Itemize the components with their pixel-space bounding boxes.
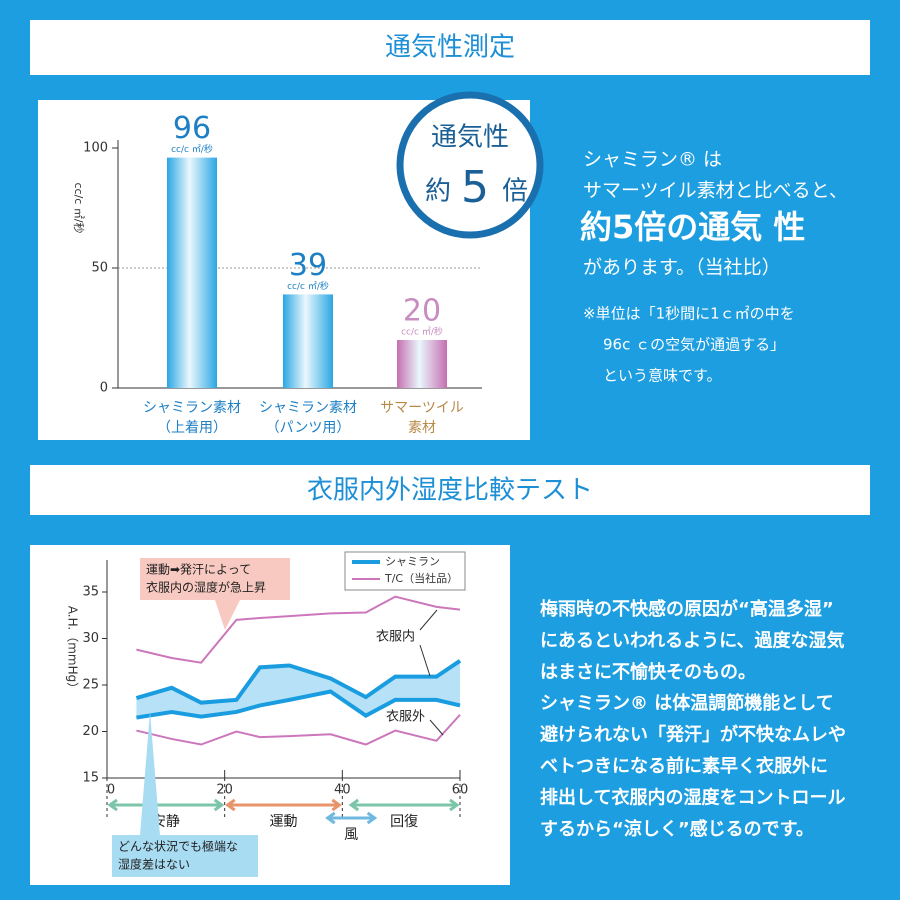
callout-box <box>112 835 258 877</box>
series-line <box>136 595 461 664</box>
y-tick-label: 100 <box>83 141 108 156</box>
x-tick-label: シャミラン素材 <box>143 400 241 416</box>
phase-arrow <box>325 811 378 825</box>
y-axis-label: cc/c ㎡/秒 <box>72 182 86 233</box>
description-text: シャミラン® は体温調節機能として <box>540 692 834 714</box>
bar <box>397 340 447 388</box>
x-tick-label: 40 <box>334 783 351 798</box>
note-text: ※単位は「1秒間に1ｃ㎡の中を <box>583 305 795 323</box>
heading-band <box>30 465 870 515</box>
callout-box <box>140 558 290 600</box>
x-tick-label: （パンツ用） <box>266 420 351 436</box>
x-tick-label: シャミラン素材 <box>259 400 357 416</box>
unit-label: cc/c ㎡/秒 <box>171 143 213 155</box>
phase-arrow <box>107 798 225 812</box>
note-text: という意味です。 <box>603 367 722 385</box>
phase-label: 回復 <box>390 813 418 830</box>
panel <box>30 545 510 885</box>
heading: 衣服内外湿度比較テスト <box>307 476 593 506</box>
callout-text: どんな状況でも極端な <box>118 839 238 854</box>
heading-band <box>30 20 870 75</box>
badge-text: 倍 <box>502 177 528 207</box>
y-tick-label: 30 <box>82 631 99 646</box>
y-tick-label: 20 <box>82 724 99 739</box>
series-line <box>136 689 461 720</box>
x-tick-label: 60 <box>452 783 469 798</box>
region-label: 衣服外 <box>386 709 425 725</box>
legend-label: シャミラン <box>385 555 440 568</box>
legend-label: T/C（当社品） <box>384 571 458 585</box>
x-tick-label: 20 <box>216 783 233 798</box>
bar <box>283 294 333 388</box>
y-tick-label: 50 <box>91 261 108 276</box>
y-tick-label: 0 <box>100 381 108 396</box>
note-text: 96c ｃの空気が通過する」 <box>603 336 785 354</box>
x-tick-label: サマーツイル <box>380 400 464 416</box>
description-text: 梅雨時の不快感の原因が“高温多湿” <box>540 598 834 620</box>
bar <box>167 157 217 388</box>
badge-text: 通気性 <box>431 123 509 153</box>
description-text: ベトつきになる前に素早く衣服外に <box>540 755 828 777</box>
description-text: はまさに不愉快そのもの。 <box>540 661 756 683</box>
intro-text: があります。（当社比） <box>583 257 781 279</box>
y-tick-label: 35 <box>82 585 99 600</box>
description-text: 避けられない「発汗」が不快なムレや <box>540 724 846 746</box>
unit-label: cc/c ㎡/秒 <box>287 280 329 292</box>
callout-text: 衣服内の湿度が急上昇 <box>146 580 266 595</box>
callout-text: 湿度差はない <box>118 857 190 872</box>
callout-text: 運動➡発汗によって <box>146 563 251 577</box>
series-line <box>135 659 462 705</box>
y-tick-label: 15 <box>82 771 99 786</box>
x-tick-label: 0 <box>107 783 115 798</box>
legend-box <box>344 551 466 591</box>
description-text: 排出して衣服内の湿度をコントロール <box>540 786 845 808</box>
badge-circle <box>396 91 544 239</box>
y-axis-label: A.H.（mmHg） <box>66 606 80 694</box>
intro-text: サマーツイル素材と比べると、 <box>583 180 848 202</box>
intro-text: シャミラン® は <box>583 149 722 171</box>
unit-label: cc/c ㎡/秒 <box>401 326 443 338</box>
intro-highlight: 約5倍の通気 性 <box>580 208 805 246</box>
heading: 通気性測定 <box>385 33 515 63</box>
phase-label: 運動 <box>270 814 298 830</box>
value-label: 20 <box>403 294 441 329</box>
value-label: 96 <box>173 111 211 146</box>
value-label: 39 <box>289 248 327 283</box>
series-line <box>136 714 461 746</box>
leader-line <box>429 719 444 736</box>
region-label: 衣服内 <box>376 629 415 645</box>
badge-text: 約 <box>425 177 451 207</box>
y-tick-label: 25 <box>82 678 99 693</box>
x-tick-label: 素材 <box>408 420 436 436</box>
phase-label: 風 <box>344 827 358 843</box>
leader-line <box>419 609 438 677</box>
callout-tail <box>140 712 160 835</box>
phase-arrow <box>225 798 342 812</box>
x-tick-label: （上着用） <box>157 420 227 436</box>
callout-tail <box>215 600 240 630</box>
badge-number: 5 <box>461 162 489 213</box>
description-text: にあるといわれるように、過度な湿気 <box>540 629 845 651</box>
phase-arrow <box>348 798 460 812</box>
description-text: するから“涼しく”感じるのです。 <box>540 818 814 840</box>
